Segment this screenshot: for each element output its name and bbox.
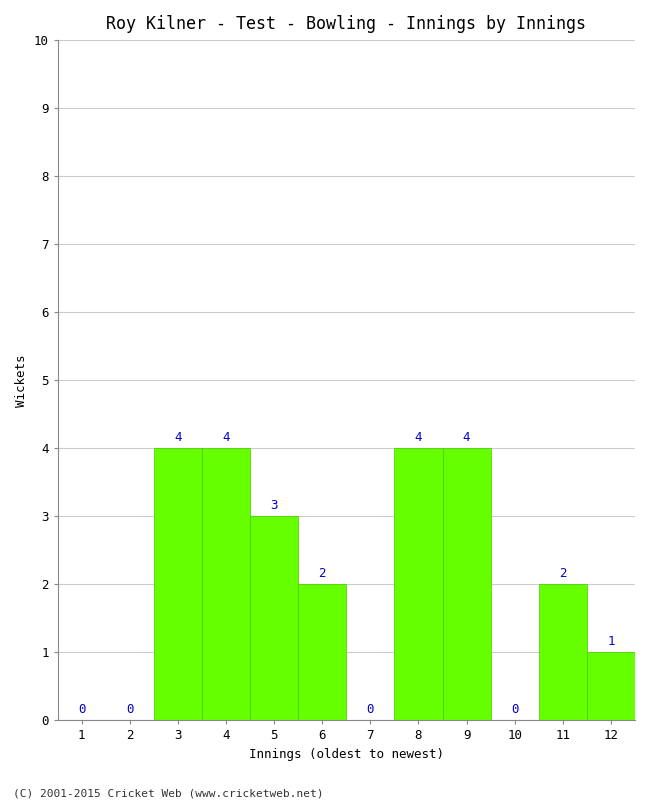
Bar xyxy=(539,584,587,721)
Text: 2: 2 xyxy=(318,566,326,579)
Bar xyxy=(587,652,635,721)
Text: 1: 1 xyxy=(607,634,615,648)
Bar xyxy=(443,448,491,721)
Text: 2: 2 xyxy=(559,566,567,579)
X-axis label: Innings (oldest to newest): Innings (oldest to newest) xyxy=(249,748,444,761)
Text: 0: 0 xyxy=(511,702,519,716)
Bar xyxy=(250,516,298,721)
Text: 0: 0 xyxy=(126,702,133,716)
Text: 0: 0 xyxy=(78,702,85,716)
Bar xyxy=(154,448,202,721)
Bar xyxy=(298,584,346,721)
Text: 0: 0 xyxy=(367,702,374,716)
Text: 4: 4 xyxy=(415,430,422,443)
Text: 4: 4 xyxy=(222,430,229,443)
Text: 4: 4 xyxy=(174,430,181,443)
Text: 4: 4 xyxy=(463,430,471,443)
Title: Roy Kilner - Test - Bowling - Innings by Innings: Roy Kilner - Test - Bowling - Innings by… xyxy=(107,15,586,33)
Text: (C) 2001-2015 Cricket Web (www.cricketweb.net): (C) 2001-2015 Cricket Web (www.cricketwe… xyxy=(13,788,324,798)
Bar xyxy=(202,448,250,721)
Bar xyxy=(395,448,443,721)
Text: 3: 3 xyxy=(270,498,278,511)
Y-axis label: Wickets: Wickets xyxy=(15,354,28,406)
